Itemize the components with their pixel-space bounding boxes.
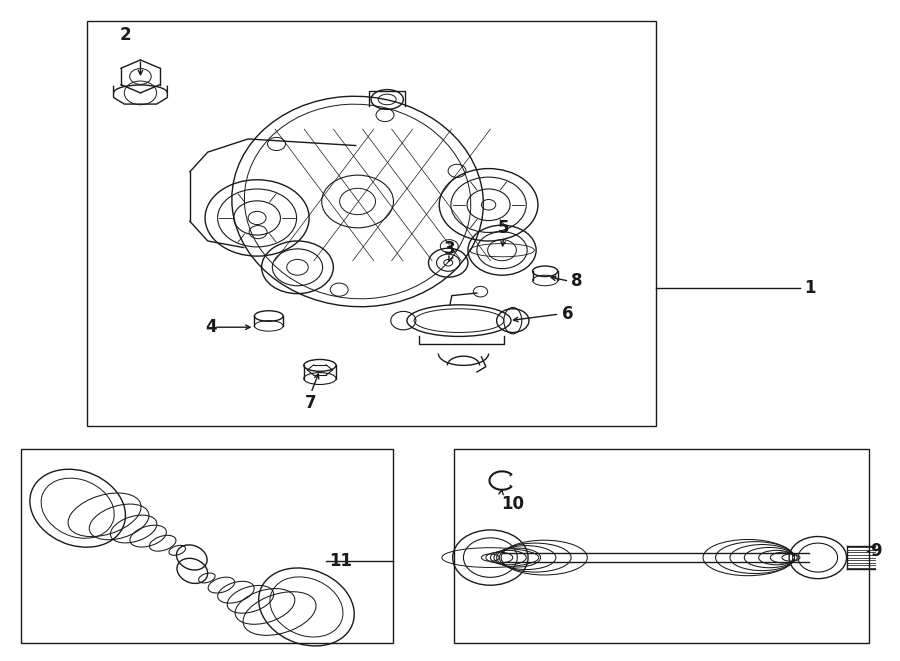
Text: 11: 11 [328,552,352,570]
Bar [86,21,656,426]
Text: 5: 5 [498,219,509,237]
Text: 4: 4 [205,318,217,336]
Bar [21,449,393,643]
Bar [454,449,869,643]
Text: 1: 1 [805,279,816,297]
Text: 10: 10 [501,495,524,513]
Text: 9: 9 [870,542,881,560]
Text: 3: 3 [445,240,455,258]
Text: 6: 6 [562,305,573,323]
Text: 8: 8 [572,272,582,290]
Text: 2: 2 [120,26,131,44]
Text: 7: 7 [305,395,317,412]
